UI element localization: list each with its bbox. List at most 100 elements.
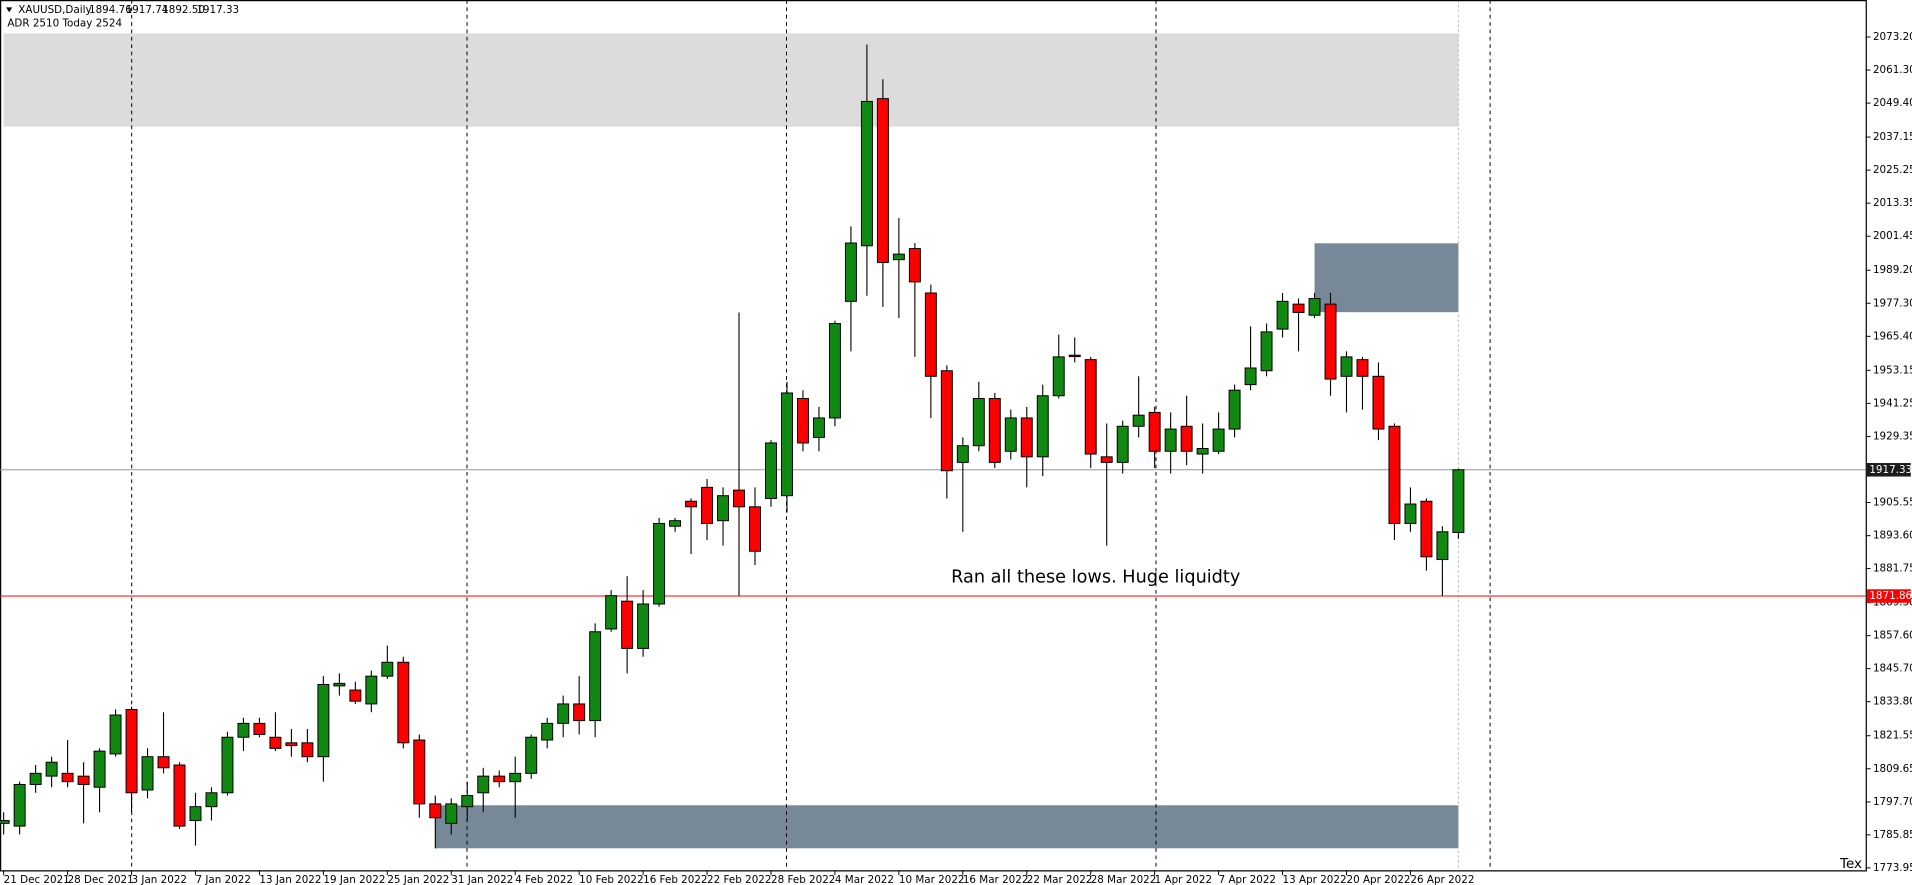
candle-body — [29, 772, 42, 785]
candle-body — [637, 603, 650, 649]
plot — [0, 44, 1866, 849]
candle-body — [349, 689, 362, 702]
x-tick-label: 3 Jan 2022 — [132, 874, 187, 885]
chart-title: XAUUSD,Daily — [18, 4, 91, 16]
title-arrow — [6, 7, 13, 13]
candle-body — [1148, 411, 1161, 452]
y-tick-label: 1845.70 — [1873, 663, 1912, 675]
candle-body — [1100, 456, 1113, 463]
candle-body — [1228, 389, 1241, 430]
candle-body — [765, 442, 777, 499]
candle-body — [45, 761, 58, 777]
x-tick-label: 10 Mar 2022 — [899, 874, 965, 885]
candle-body — [461, 795, 474, 808]
candle-body — [940, 370, 953, 472]
y-tick-label: 1833.80 — [1873, 696, 1912, 708]
price-zone — [3, 33, 1459, 127]
candle-body — [77, 775, 90, 785]
price-zone — [435, 805, 1459, 849]
candle-body — [413, 739, 426, 805]
candle-body — [796, 398, 809, 444]
candle-body — [141, 756, 154, 791]
candle-body — [13, 783, 26, 827]
y-tick-label: 1953.15 — [1873, 364, 1912, 376]
x-tick-label: 25 Jan 2022 — [387, 874, 449, 885]
candle-body — [189, 806, 202, 822]
y-tick-label: 1821.55 — [1873, 730, 1912, 742]
ohlc-label: 1894.76 — [89, 4, 132, 16]
candle-body — [589, 631, 602, 722]
zones — [3, 33, 1459, 849]
candle-body — [733, 489, 745, 508]
candle-body — [0, 820, 10, 824]
candle-body — [109, 714, 122, 755]
y-tick-label: 2037.15 — [1873, 131, 1912, 143]
corner-text: Tex — [1839, 857, 1862, 872]
candle-body — [221, 736, 234, 794]
candle-body — [621, 600, 634, 649]
plot-frame — [0, 0, 1867, 872]
x-tick-label: 1 Apr 2022 — [1155, 874, 1212, 885]
x-tick-label: 28 Mar 2022 — [1091, 874, 1157, 885]
candle-body — [892, 253, 905, 261]
x-tick-label: 19 Jan 2022 — [323, 874, 385, 885]
candle-body — [1436, 531, 1449, 561]
candle-body — [1452, 469, 1465, 533]
price-label-box — [1866, 589, 1911, 603]
x-tick-label: 13 Jan 2022 — [259, 874, 321, 885]
candle-body — [860, 100, 873, 247]
y-tick-label: 1881.75 — [1873, 563, 1912, 575]
candle-body — [876, 98, 889, 263]
y-tick-label: 1785.85 — [1873, 829, 1912, 841]
candle-body — [828, 323, 841, 419]
candle-body — [285, 742, 298, 747]
x-tick-label: 7 Jan 2022 — [195, 874, 250, 885]
candle-body — [381, 661, 394, 677]
candle-body — [1068, 354, 1081, 358]
candle-body — [1196, 447, 1209, 455]
price-label: 1871.86 — [1869, 590, 1912, 602]
candle-body — [1132, 414, 1145, 427]
y-tick-label: 1797.70 — [1873, 796, 1912, 808]
candle-body — [429, 803, 442, 819]
x-tick-label: 13 Apr 2022 — [1283, 874, 1347, 885]
candle-body — [1276, 300, 1289, 330]
candle-body — [525, 736, 538, 774]
candle-body — [1052, 356, 1065, 397]
candle-body — [269, 736, 282, 749]
y-tick-label: 1941.25 — [1873, 397, 1912, 409]
price-label: 1917.33 — [1869, 464, 1912, 476]
y-tick-label: 2025.25 — [1873, 164, 1912, 176]
candle-body — [477, 775, 490, 794]
candle-body — [237, 722, 250, 738]
candle-body — [685, 500, 698, 508]
candle-body — [445, 803, 458, 824]
y-tick-label: 1929.35 — [1873, 430, 1912, 442]
candle-body — [781, 392, 793, 497]
y-tick-label: 2049.40 — [1873, 97, 1912, 109]
x-tick-label: 4 Feb 2022 — [515, 874, 573, 885]
candle-body — [1164, 428, 1177, 452]
x-tick-label: 16 Feb 2022 — [643, 874, 707, 885]
ohlc-label: 1892.50 — [162, 4, 205, 16]
y-tick-label: 1773.95 — [1873, 862, 1912, 874]
candle-body — [1404, 503, 1417, 524]
x-tick-label: 26 Apr 2022 — [1410, 874, 1474, 885]
candle-body — [1388, 425, 1401, 524]
candle-body — [1260, 331, 1273, 372]
x-tick-label: 16 Mar 2022 — [963, 874, 1029, 885]
candle-body — [717, 495, 730, 522]
candle-body — [1372, 375, 1385, 430]
candle-body — [1244, 367, 1257, 386]
candle-body — [669, 520, 682, 527]
y-tick-label: 2013.35 — [1873, 197, 1912, 209]
candle-body — [1004, 417, 1017, 452]
y-tick-label: 1977.30 — [1873, 297, 1912, 309]
price-zone — [1314, 243, 1459, 313]
y-tick-label: 1857.60 — [1873, 630, 1912, 642]
candle-body — [333, 682, 346, 687]
y-tick-label: 1905.55 — [1873, 496, 1912, 508]
candle-body — [1020, 417, 1033, 458]
candle-body — [61, 772, 74, 783]
